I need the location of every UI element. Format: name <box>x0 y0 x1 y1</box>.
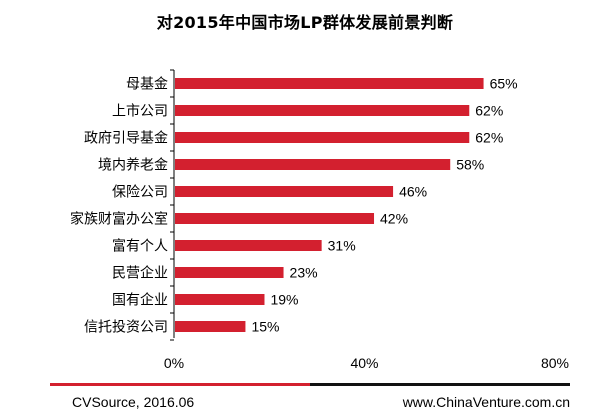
bar <box>175 321 246 332</box>
footer-line-red <box>50 383 310 386</box>
x-ticks-group: 0% 40% 80% <box>164 355 569 371</box>
bar <box>175 159 451 170</box>
value-label: 23% <box>290 265 318 281</box>
bar <box>175 267 284 278</box>
value-label: 62% <box>475 130 503 146</box>
category-label: 富有个人 <box>112 238 168 255</box>
category-label: 母基金 <box>126 76 168 93</box>
bar <box>175 186 394 197</box>
bar <box>175 294 265 305</box>
category-label: 家族财富办公室 <box>70 211 168 228</box>
bar <box>175 132 470 143</box>
value-label: 15% <box>251 319 279 335</box>
footer-line-black <box>310 383 570 386</box>
website-text: www.ChinaVenture.com.cn <box>402 394 570 410</box>
value-label: 42% <box>380 211 408 227</box>
value-label: 65% <box>490 76 518 92</box>
category-label: 上市公司 <box>112 103 168 120</box>
category-label: 政府引导基金 <box>84 130 168 147</box>
value-label: 62% <box>475 103 503 119</box>
value-label: 31% <box>328 238 356 254</box>
category-label: 保险公司 <box>112 185 168 201</box>
bar <box>175 78 484 89</box>
x-tick-label: 40% <box>350 355 378 371</box>
x-tick-label: 0% <box>164 355 184 371</box>
bars-group: 母基金 65% 上市公司 62% 政府引导基金 62% 境内养老金 58% 保险公司 46% 家族财… <box>70 69 518 341</box>
category-label: 信托投资公司 <box>84 320 168 336</box>
value-label: 58% <box>456 157 484 173</box>
value-label: 46% <box>399 184 427 200</box>
category-label: 国有企业 <box>112 292 168 309</box>
category-label: 民营企业 <box>112 265 168 282</box>
x-tick-label: 80% <box>541 355 569 371</box>
value-label: 19% <box>270 292 298 308</box>
bar <box>175 240 322 251</box>
bar <box>175 105 470 116</box>
chart-title: 对2015年中国市场LP群体发展前景判断 <box>156 13 454 32</box>
category-label: 境内养老金 <box>98 158 168 174</box>
source-text: CVSource, 2016.06 <box>72 394 195 410</box>
bar <box>175 213 375 224</box>
